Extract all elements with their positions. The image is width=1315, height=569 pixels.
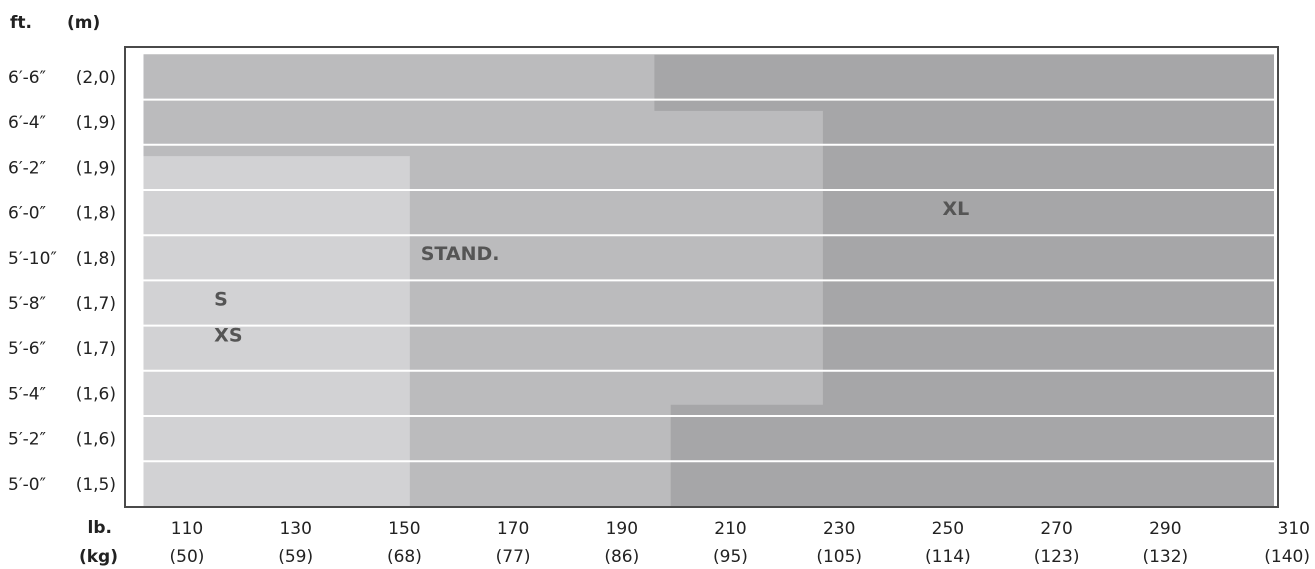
zone-label: STAND. — [421, 243, 500, 265]
y-tick-m: (1,9) — [76, 113, 116, 133]
x-tick-lb: 130 — [279, 519, 311, 539]
y-tick-ft: 6′-2″ — [8, 158, 46, 178]
x-tick-kg: (114) — [925, 547, 971, 567]
zone-label: S — [214, 288, 228, 310]
zone-label: XS — [214, 324, 242, 346]
y-tick-ft: 5′-4″ — [8, 384, 46, 404]
x-tick-lb: 170 — [497, 519, 529, 539]
y-tick-ft: 5′-8″ — [8, 294, 46, 314]
x-tick-lb: 270 — [1040, 519, 1072, 539]
y-tick-m: (1,6) — [76, 430, 116, 450]
zone-labels: XL STAND. S XS — [214, 198, 969, 347]
x-tick-kg: (140) — [1264, 547, 1310, 567]
x-tick-kg: (86) — [604, 547, 639, 567]
y-tick-m: (1,6) — [76, 384, 116, 404]
x-tick-lb: 230 — [823, 519, 855, 539]
gridlines — [126, 98, 1277, 463]
x-tick-lb: 250 — [932, 519, 964, 539]
y-tick-ft: 5′-10″ — [8, 249, 57, 269]
y-tick-ft: 6′-6″ — [8, 68, 46, 88]
y-tick-ft: 6′-0″ — [8, 204, 46, 224]
y-tick-m: (1,9) — [76, 158, 116, 178]
x-tick-kg: (132) — [1142, 547, 1188, 567]
y-tick-m: (1,7) — [76, 339, 116, 359]
x-tick-lb: 150 — [388, 519, 420, 539]
x-tick-kg: (123) — [1034, 547, 1080, 567]
y-tick-m: (1,5) — [76, 475, 116, 495]
y-tick-ft: 5′-2″ — [8, 430, 46, 450]
y-tick-ft: 5′-0″ — [8, 475, 46, 495]
x-unit-kg: (kg) — [79, 547, 118, 567]
y-unit-m: (m) — [67, 13, 100, 33]
zone-s-xs — [143, 156, 410, 506]
plot-frame — [124, 46, 1279, 508]
y-tick-m: (1,7) — [76, 294, 116, 314]
x-tick-kg: (105) — [816, 547, 862, 567]
y-axis-labels: 6′-6″ (2,0) 6′-4″ (1,9) 6′-2″ (1,9) 6′-0″ (1,8)… — [8, 68, 116, 495]
x-tick-kg: (59) — [278, 547, 313, 567]
y-tick-ft: 6′-4″ — [8, 113, 46, 133]
x-tick-kg: (77) — [496, 547, 531, 567]
x-tick-kg: (95) — [713, 547, 748, 567]
x-tick-lb: 110 — [171, 519, 203, 539]
x-tick-lb: 190 — [606, 519, 638, 539]
x-tick-lb: 210 — [714, 519, 746, 539]
y-tick-m: (1,8) — [76, 204, 116, 224]
x-axis-labels: 110 (50) 130 (59) 150 (68) 170 (77) 190 (86) 210 (9… — [170, 519, 1310, 567]
y-tick-ft: 5′-6″ — [8, 339, 46, 359]
y-tick-m: (1,8) — [76, 249, 116, 269]
x-tick-kg: (50) — [170, 547, 205, 567]
x-tick-lb: 290 — [1149, 519, 1181, 539]
x-unit-lb: lb. — [88, 518, 112, 538]
zone-label: XL — [942, 198, 969, 220]
x-tick-lb: 310 — [1278, 519, 1310, 539]
y-unit-ft: ft. — [10, 13, 32, 33]
x-tick-kg: (68) — [387, 547, 422, 567]
y-tick-m: (2,0) — [76, 68, 116, 88]
